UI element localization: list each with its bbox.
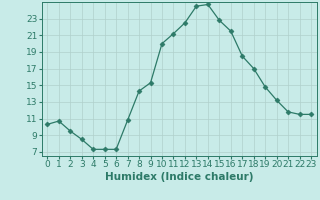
X-axis label: Humidex (Indice chaleur): Humidex (Indice chaleur) [105,172,253,182]
